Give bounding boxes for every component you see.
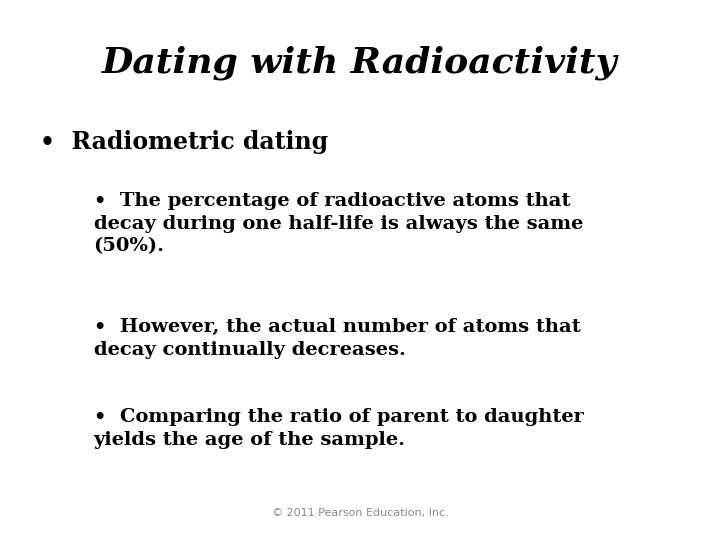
Text: •  The percentage of radioactive atoms that
decay during one half-life is always: • The percentage of radioactive atoms th… <box>94 192 583 255</box>
Text: © 2011 Pearson Education, Inc.: © 2011 Pearson Education, Inc. <box>271 508 449 518</box>
Text: •  However, the actual number of atoms that
decay continually decreases.: • However, the actual number of atoms th… <box>94 318 580 359</box>
Text: •  Comparing the ratio of parent to daughter
yields the age of the sample.: • Comparing the ratio of parent to daugh… <box>94 408 583 449</box>
Text: •  Radiometric dating: • Radiometric dating <box>40 130 328 153</box>
Text: Dating with Radioactivity: Dating with Radioactivity <box>102 46 618 80</box>
